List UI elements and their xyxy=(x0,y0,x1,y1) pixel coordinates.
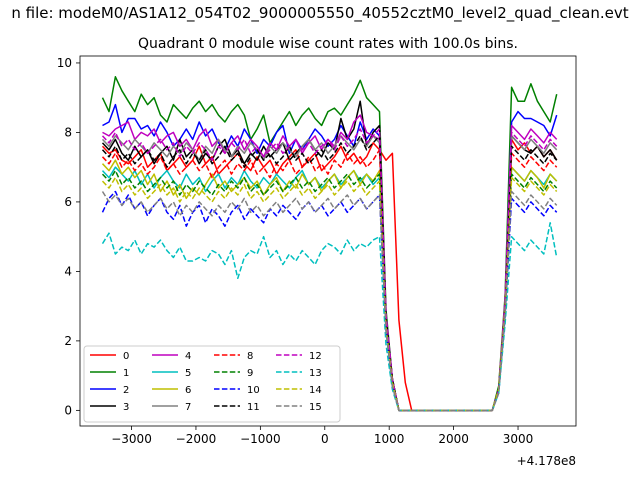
legend-label-1: 1 xyxy=(123,368,129,379)
legend-label-2: 2 xyxy=(123,385,129,396)
chart-title: Quadrant 0 module wise count rates with … xyxy=(138,36,518,52)
plot-frame xyxy=(79,55,577,427)
series-line-15 xyxy=(101,190,558,412)
x-tick-label: −1000 xyxy=(240,432,281,446)
legend-label-11: 11 xyxy=(247,402,260,413)
y-tick-label: 0 xyxy=(64,403,72,417)
legend-label-4: 4 xyxy=(185,351,191,362)
plot-lines xyxy=(101,76,558,412)
legend-label-5: 5 xyxy=(185,368,191,379)
y-tick-label: 10 xyxy=(57,56,72,70)
legend-label-7: 7 xyxy=(185,402,191,413)
x-offset-label: +4.178e8 xyxy=(517,454,576,468)
legend-label-12: 12 xyxy=(309,351,322,362)
axes: −3000 −2000 −1000 0 1000 2000 30000246810+4.17… xyxy=(57,55,577,468)
x-tick-label: 1000 xyxy=(374,432,405,446)
y-tick-label: 6 xyxy=(64,195,72,209)
legend-label-14: 14 xyxy=(309,385,322,396)
legend-label-8: 8 xyxy=(247,351,253,362)
legend-label-10: 10 xyxy=(247,385,260,396)
x-tick-label: −3000 xyxy=(111,432,152,446)
x-tick-label: 3000 xyxy=(503,432,534,446)
legend-label-6: 6 xyxy=(185,385,191,396)
x-tick-label: 2000 xyxy=(438,432,469,446)
legend-label-13: 13 xyxy=(309,368,322,379)
legend-label-9: 9 xyxy=(247,368,253,379)
series-line-13 xyxy=(101,222,558,412)
legend-box xyxy=(83,345,341,423)
x-tick-label: −2000 xyxy=(176,432,217,446)
legend-label-0: 0 xyxy=(123,351,129,362)
figure-suptitle: n file: modeM0/AS1A12_054T02_9000005550_… xyxy=(11,4,629,22)
series-line-11 xyxy=(101,135,558,412)
y-tick-label: 8 xyxy=(64,125,72,139)
y-tick-label: 4 xyxy=(64,264,72,278)
y-tick-label: 2 xyxy=(64,334,72,348)
legend-label-3: 3 xyxy=(123,402,129,413)
legend-label-15: 15 xyxy=(309,402,322,413)
x-tick-label: 0 xyxy=(321,432,329,446)
